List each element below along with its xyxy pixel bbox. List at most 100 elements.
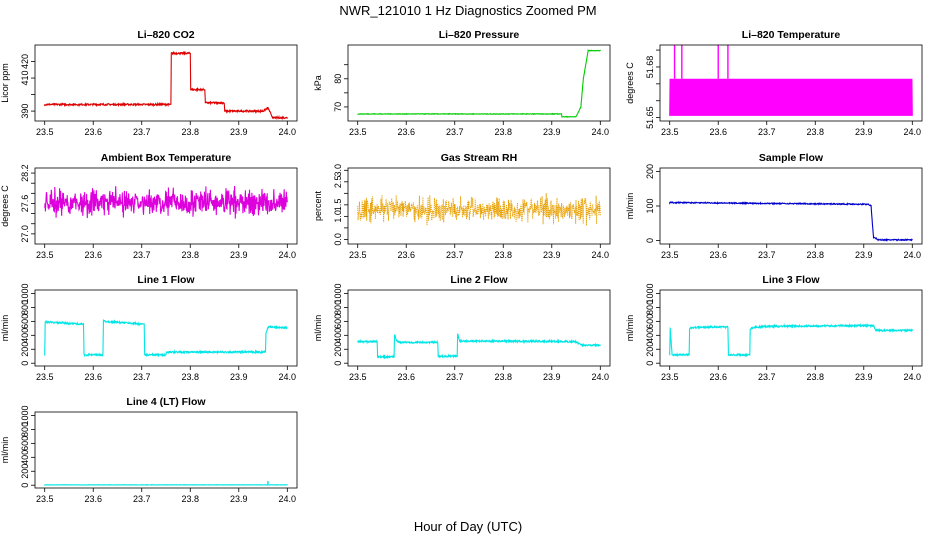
panel-frame <box>659 167 923 245</box>
panel-title: Ambient Box Temperature <box>101 152 232 164</box>
x-tick-label: 23.8 <box>181 372 199 382</box>
y-tick-label: 27.0 <box>20 225 30 243</box>
x-tick-label: 24.0 <box>279 250 297 260</box>
x-tick-label: 23.8 <box>181 250 199 260</box>
figure-xlabel: Hour of Day (UTC) <box>414 519 522 534</box>
x-tick-label: 23.7 <box>758 250 776 260</box>
x-tick-label: 23.7 <box>133 127 151 137</box>
panel-ylabel: ml/min <box>625 193 635 220</box>
y-tick-label: 600 <box>20 436 30 451</box>
panel-title: Line 1 Flow <box>137 274 195 286</box>
panel-title: Line 3 Flow <box>762 274 820 286</box>
panel-frame <box>34 289 298 367</box>
x-tick-label: 23.9 <box>230 127 248 137</box>
x-tick-label: 23.9 <box>543 127 561 137</box>
x-tick-label: 23.8 <box>494 127 512 137</box>
x-tick-label: 23.8 <box>181 494 199 504</box>
y-tick-label: 1.0 <box>333 210 343 223</box>
panel-title: Sample Flow <box>759 152 824 164</box>
x-tick-label: 23.9 <box>855 250 873 260</box>
y-tick-label: 27.6 <box>20 195 30 213</box>
x-tick-label: 23.7 <box>133 372 151 382</box>
x-tick-label: 23.5 <box>36 372 54 382</box>
x-tick-label: 23.5 <box>661 250 679 260</box>
panel-data <box>44 481 288 486</box>
panel-9: Line 3 Flow ml/min 23.5 23.6 23.7 23.8 23.9 24.… <box>625 274 923 382</box>
y-tick-label: 400 <box>645 328 655 343</box>
y-tick-label: 100 <box>645 198 655 213</box>
panel-ylabel: kPa <box>313 75 323 91</box>
y-tick-label: 200 <box>645 342 655 357</box>
series-line <box>44 319 288 358</box>
panel-ylabel: ml/min <box>625 315 635 342</box>
x-tick-label: 23.6 <box>84 250 102 260</box>
y-tick-label: 0.0 <box>333 233 343 246</box>
y-tick-label: 800 <box>645 300 655 315</box>
panel-data <box>44 319 288 358</box>
panel-3: Li–820 Temperature degrees C 23.5 23.6 23.7 2… <box>625 29 923 137</box>
x-tick-label: 23.9 <box>230 250 248 260</box>
series-line <box>357 193 601 226</box>
y-tick-label: 1.5 <box>333 199 343 212</box>
panel-ylabel: ml/min <box>0 315 10 342</box>
x-tick-label: 24.0 <box>279 494 297 504</box>
series-line <box>669 78 913 116</box>
panel-data <box>669 45 913 116</box>
y-tick-label: 400 <box>20 450 30 465</box>
x-tick-label: 23.5 <box>661 127 679 137</box>
panel-frame <box>347 44 611 122</box>
x-tick-label: 23.6 <box>709 372 727 382</box>
x-tick-label: 23.6 <box>397 250 415 260</box>
panel-7: Line 1 Flow ml/min 23.5 23.6 23.7 23.8 23.9 24.… <box>0 274 298 382</box>
x-tick-label: 23.9 <box>543 250 561 260</box>
x-tick-label: 23.5 <box>349 372 367 382</box>
y-tick-label: 1000 <box>645 283 655 303</box>
x-tick-label: 23.9 <box>230 372 248 382</box>
x-tick-label: 23.8 <box>806 372 824 382</box>
y-tick-label: 420 <box>20 54 30 69</box>
x-tick-label: 24.0 <box>279 127 297 137</box>
x-tick-label: 23.7 <box>446 372 464 382</box>
panel-10: Line 4 (LT) Flow ml/min 23.5 23.6 23.7 23.8 23… <box>0 396 298 504</box>
figure-title: NWR_121010 1 Hz Diagnostics Zoomed PM <box>339 3 596 18</box>
series-line <box>44 50 288 121</box>
x-tick-label: 23.7 <box>446 250 464 260</box>
x-tick-label: 23.9 <box>855 372 873 382</box>
x-tick-label: 23.7 <box>758 127 776 137</box>
x-tick-label: 23.9 <box>230 494 248 504</box>
panel-8: Line 2 Flow ml/min 23.5 23.6 23.7 23.8 23.9 24.… <box>313 274 611 382</box>
series-line <box>669 323 913 358</box>
x-tick-label: 24.0 <box>592 127 610 137</box>
panel-ylabel: degrees C <box>625 62 635 104</box>
panel-title: Line 2 Flow <box>450 274 508 286</box>
x-tick-label: 23.6 <box>709 250 727 260</box>
y-tick-label: 600 <box>20 314 30 329</box>
panel-title: Li–820 Temperature <box>742 29 841 41</box>
y-tick-label: 410 <box>20 71 30 86</box>
x-tick-label: 24.0 <box>904 127 922 137</box>
panel-frame <box>34 167 298 245</box>
y-tick-label: 0 <box>645 238 655 243</box>
x-tick-label: 23.7 <box>758 372 776 382</box>
series-line <box>44 185 288 219</box>
y-tick-label: 200 <box>645 164 655 179</box>
panel-ylabel: degrees C <box>0 185 10 227</box>
y-tick-label: 600 <box>645 314 655 329</box>
y-tick-label: 400 <box>333 328 343 343</box>
panel-1: Li–820 CO2 Licor ppm 23.5 23.6 23.7 23.8 23.9 2… <box>0 29 298 137</box>
x-tick-label: 23.6 <box>84 127 102 137</box>
panel-frame <box>659 289 923 367</box>
panels-group: Li–820 CO2 Licor ppm 23.5 23.6 23.7 23.8 23.9 2… <box>0 29 923 504</box>
x-tick-label: 23.8 <box>494 250 512 260</box>
panel-data <box>44 185 288 219</box>
y-tick-label: 800 <box>333 300 343 315</box>
y-tick-label: 390 <box>20 104 30 119</box>
panel-frame <box>347 167 611 245</box>
y-tick-label: 28.2 <box>20 164 30 182</box>
x-tick-label: 24.0 <box>592 372 610 382</box>
y-tick-label: 1000 <box>333 283 343 303</box>
x-tick-label: 23.5 <box>661 372 679 382</box>
panel-4: Ambient Box Temperature degrees C 23.5 23.6… <box>0 152 298 260</box>
panel-title: Line 4 (LT) Flow <box>126 396 206 408</box>
x-tick-label: 23.7 <box>133 494 151 504</box>
